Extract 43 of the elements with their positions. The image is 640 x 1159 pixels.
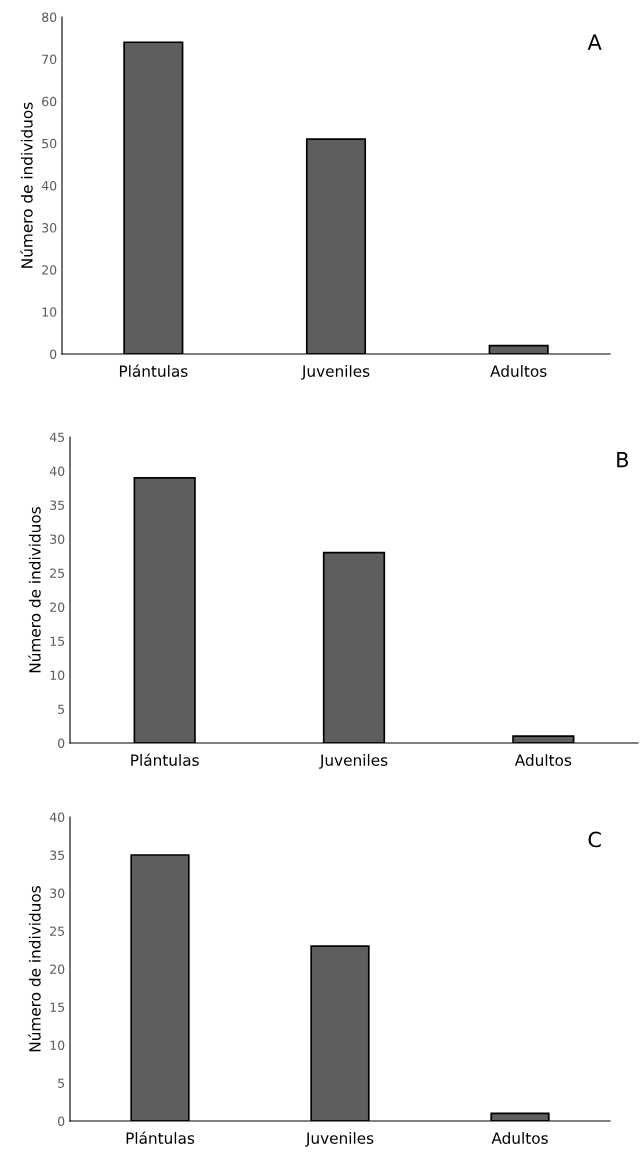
y-tick-label: 70 <box>42 54 57 65</box>
x-tick-label: Adultos <box>514 754 572 766</box>
annotation: B <box>617 452 629 468</box>
y-tick-label: 5 <box>58 704 65 714</box>
y-tick-label: 30 <box>50 534 65 544</box>
y-tick-label: 5 <box>58 1078 65 1088</box>
y-tick-label: 35 <box>50 500 65 510</box>
y-tick-label: 20 <box>50 602 65 612</box>
y-tick-label: 15 <box>50 1002 65 1012</box>
y-tick-label: 15 <box>50 636 65 646</box>
y-axis-title: Número de individuos <box>28 507 41 673</box>
y-tick-label: 80 <box>42 12 57 22</box>
x-tick-label: Adultos <box>491 1132 548 1144</box>
y-tick-label: 30 <box>42 223 57 233</box>
y-tick-label: 0 <box>58 1116 65 1126</box>
x-tick-label: Juveniles <box>305 1132 374 1147</box>
y-tick-label: 25 <box>50 568 65 578</box>
x-tick-label: Plántulas <box>126 1131 195 1144</box>
x-tick-label: Juveniles <box>319 754 388 769</box>
y-tick-label: 40 <box>49 466 65 476</box>
y-tick-label: 35 <box>50 850 65 860</box>
y-tick-label: 10 <box>42 307 57 317</box>
y-tick-label: 10 <box>50 1040 65 1050</box>
y-tick-label: 10 <box>50 670 65 680</box>
y-tick-label: 60 <box>42 96 57 107</box>
y-tick-label: 50 <box>42 138 57 149</box>
y-tick-label: 25 <box>50 926 65 936</box>
y-tick-label: 0 <box>50 349 57 359</box>
y-tick-label: 40 <box>41 180 57 191</box>
x-tick-label: Adultos <box>490 365 547 377</box>
y-tick-label: 0 <box>58 738 65 748</box>
annotation: A <box>587 34 602 50</box>
y-axis-title: Número de individuos <box>28 886 41 1052</box>
y-tick-label: 40 <box>49 812 65 822</box>
y-tick-label: 20 <box>42 265 57 275</box>
y-axis-title: Número de individuos <box>20 102 33 268</box>
y-tick-label: 30 <box>50 888 65 898</box>
x-tick-label: Plántulas <box>131 753 199 766</box>
annotation: C <box>588 831 601 848</box>
x-tick-label: Plántulas <box>119 364 188 377</box>
y-tick-label: 20 <box>50 964 65 974</box>
x-tick-label: Juveniles <box>301 365 370 380</box>
y-tick-label: 45 <box>49 432 65 442</box>
